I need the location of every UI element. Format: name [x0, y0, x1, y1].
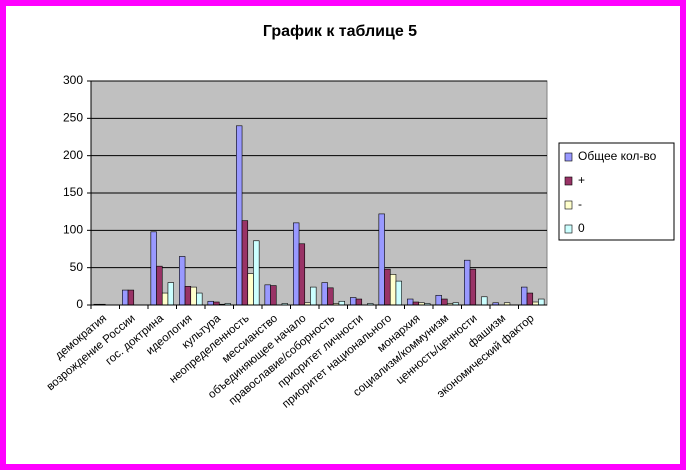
bar	[298, 243, 306, 306]
legend-swatch	[564, 176, 573, 186]
bar	[190, 286, 197, 306]
legend-swatch	[564, 152, 573, 162]
chart-title: График к таблице 5	[263, 23, 417, 40]
bar	[395, 280, 402, 306]
legend	[558, 142, 675, 241]
bar	[161, 292, 169, 306]
bar	[321, 282, 328, 306]
bar	[310, 286, 317, 306]
legend-label: -	[578, 197, 582, 211]
bar	[241, 220, 249, 306]
bar	[355, 298, 363, 306]
y-tick-label: 0	[76, 297, 83, 311]
bar	[156, 265, 163, 306]
bar	[196, 292, 203, 306]
y-tick-label: 150	[63, 185, 83, 199]
bar	[481, 296, 488, 306]
bar	[350, 297, 357, 306]
bar	[338, 300, 345, 306]
legend-swatch	[564, 200, 573, 210]
bar	[389, 274, 397, 306]
bar	[150, 231, 157, 306]
bar	[167, 282, 174, 306]
y-tick-label: 300	[63, 73, 83, 87]
legend-label: Общее кол-во	[578, 149, 657, 163]
bar	[384, 268, 391, 306]
bar	[521, 286, 528, 306]
bar	[293, 222, 300, 306]
bar	[127, 289, 135, 306]
y-tick-label: 200	[63, 148, 83, 162]
bar	[327, 287, 334, 306]
bar	[407, 298, 414, 306]
bar	[378, 213, 385, 306]
bar	[236, 125, 243, 306]
bar	[122, 289, 129, 306]
bar	[538, 298, 545, 306]
bar	[270, 285, 277, 306]
bar	[464, 259, 471, 306]
legend-label: 0	[578, 221, 585, 235]
bar	[441, 298, 448, 306]
y-tick-label: 50	[70, 260, 84, 274]
bar	[435, 294, 442, 306]
y-tick-label: 100	[63, 223, 83, 237]
bar	[526, 292, 534, 306]
bar	[247, 273, 254, 306]
bar	[207, 300, 214, 306]
bar	[264, 284, 271, 306]
y-tick-label: 250	[63, 111, 83, 125]
bar	[184, 286, 192, 306]
legend-swatch	[564, 224, 573, 234]
bar	[179, 256, 186, 306]
bar	[253, 240, 260, 306]
legend-label: +	[578, 173, 585, 187]
bar	[469, 268, 477, 306]
